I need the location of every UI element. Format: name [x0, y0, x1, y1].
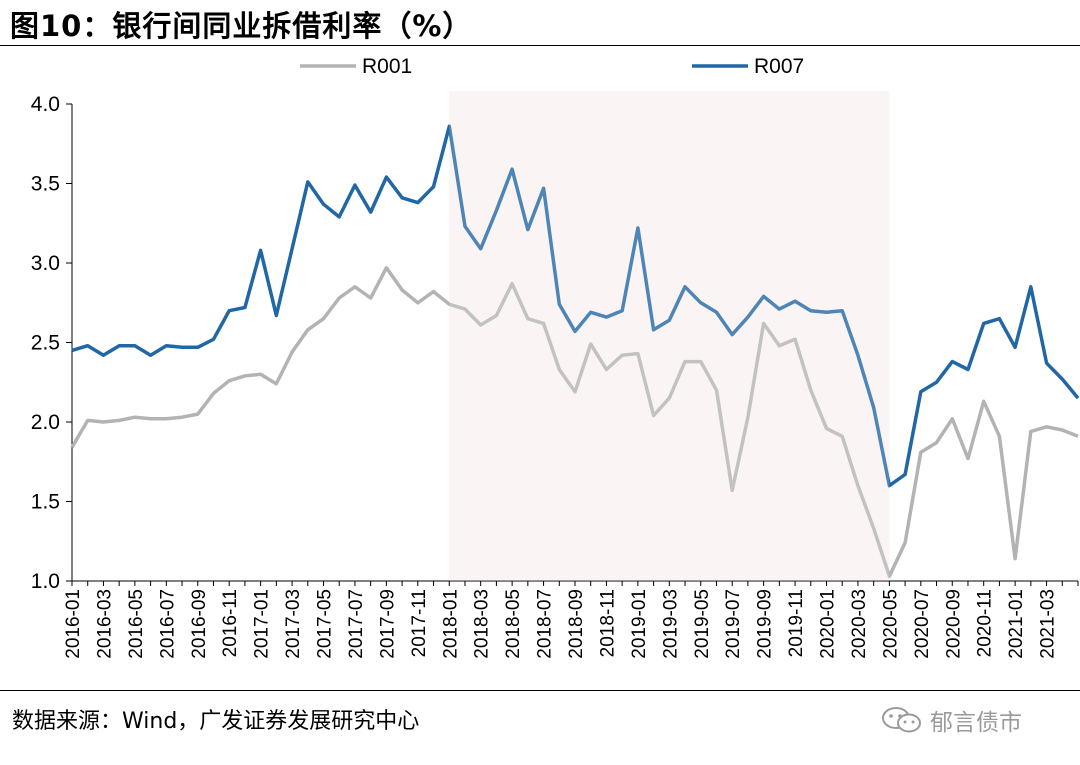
x-tick-label: 2016-05 — [126, 589, 147, 659]
x-tick-label: 2019-07 — [723, 589, 744, 659]
x-tick-label: 2016-11 — [220, 589, 241, 657]
x-tick-label: 2018-01 — [440, 589, 461, 659]
x-tick-label: 2016-01 — [63, 589, 84, 659]
x-tick-label: 2018-07 — [535, 589, 556, 659]
title-divider — [0, 45, 1080, 46]
y-tick-label: 3.0 — [31, 252, 60, 275]
x-tick-label: 2019-11 — [786, 589, 807, 657]
x-tick-label: 2020-05 — [880, 589, 901, 659]
x-tick-label: 2017-07 — [346, 589, 367, 659]
watermark: 郁言债市 — [880, 703, 1022, 737]
x-tick-label: 2017-09 — [377, 589, 398, 659]
y-tick-label: 4.0 — [31, 93, 60, 116]
line-chart: 1.0 1.5 2.0 2.5 3.0 3.5 4.0 2016-01 2016-03 2016… — [31, 55, 1080, 659]
x-tick-label: 2020-09 — [943, 589, 964, 659]
watermark-text: 郁言债市 — [930, 710, 1022, 736]
x-tick-label: 2016-03 — [94, 589, 115, 659]
x-tick-label: 2019-03 — [660, 589, 681, 659]
y-tick-label: 1.5 — [31, 491, 60, 514]
y-tick-label: 3.5 — [31, 173, 60, 196]
x-tick-label: 2018-05 — [503, 589, 524, 659]
x-tick-label: 2017-05 — [315, 589, 336, 659]
chart-title: 图10：银行间同业拆借利率（%） — [10, 9, 473, 43]
x-tick-label: 2017-01 — [252, 589, 273, 659]
y-tick-label: 1.0 — [31, 570, 60, 593]
x-tick-label: 2020-01 — [818, 589, 839, 659]
x-tick-label: 2021-03 — [1038, 589, 1059, 659]
x-tick-label: 2020-07 — [912, 589, 933, 659]
shaded-period-overlay — [449, 91, 890, 581]
x-tick-label: 2018-09 — [566, 589, 587, 659]
source-note: 数据来源：Wind，广发证券发展研究中心 — [12, 709, 420, 734]
legend-label-r001: R001 — [362, 55, 412, 78]
x-tick-label: 2017-03 — [283, 589, 304, 659]
x-tick-label: 2019-01 — [629, 589, 650, 659]
x-tick-label: 2021-01 — [1006, 589, 1027, 659]
x-tick-label: 2020-11 — [975, 589, 996, 657]
y-tick-label: 2.0 — [31, 411, 60, 434]
x-tick-label: 2018-03 — [472, 589, 493, 659]
legend-label-r007: R007 — [754, 55, 804, 78]
x-tick-label: 2019-05 — [692, 589, 713, 659]
x-tick-label: 2016-07 — [157, 589, 178, 659]
y-tick-label: 2.5 — [31, 332, 60, 355]
wechat-icon — [882, 707, 921, 733]
x-tick-label: 2016-09 — [189, 589, 210, 659]
footer-divider — [0, 690, 1080, 691]
shaded-period — [449, 91, 890, 581]
x-tick-label: 2020-03 — [849, 589, 870, 659]
x-tick-label: 2018-11 — [597, 589, 618, 657]
x-tick-label: 2019-09 — [755, 589, 776, 659]
x-tick-label: 2017-11 — [409, 589, 430, 657]
